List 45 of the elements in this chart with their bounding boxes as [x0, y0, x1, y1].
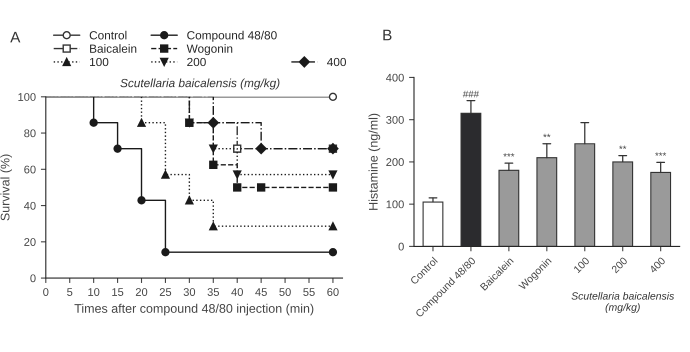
x-tick-label: 10: [88, 288, 100, 296]
y-axis-title: Histamine (ng/ml): [368, 114, 380, 210]
x-tick-label: 0: [43, 288, 48, 296]
x-tick-label: 400: [648, 256, 666, 274]
x-tick-label: 40: [231, 288, 243, 296]
chart-title: A: [10, 32, 20, 42]
legend-label: 400: [327, 58, 346, 66]
text: Scutellaria baicalensis (mg/kg): [571, 292, 674, 313]
y-tick-label: 200: [386, 158, 404, 166]
y-tick-label: 20: [24, 238, 36, 246]
x-tick-label: 25: [160, 288, 172, 296]
x-tick-label: 20: [136, 288, 148, 296]
y-tick-label: 400: [386, 74, 404, 82]
x-tick-label: 60: [327, 288, 339, 296]
annotation: **: [543, 134, 550, 138]
legend-label: 200: [187, 58, 206, 66]
x-tick-label: 55: [303, 288, 315, 296]
y-tick-label: 80: [24, 129, 36, 138]
annotation: ###: [462, 90, 479, 98]
y-tick-label: 60: [24, 166, 36, 174]
x-tick-label: 50: [279, 288, 291, 296]
annotation: ***: [655, 152, 666, 156]
x-tick-label: 100: [573, 256, 590, 274]
text: Scutellaria baicalensis (mg/kg): [120, 78, 280, 90]
legend-label: Wogonin: [186, 44, 232, 56]
legend-label: 100: [90, 58, 108, 66]
y-tick-label: 40: [24, 202, 36, 210]
chart-title: B: [383, 30, 392, 40]
y-tick-label: 0: [398, 242, 404, 251]
y-tick-label: 100: [18, 93, 36, 101]
x-tick-label: 45: [255, 288, 267, 296]
legend-label: Baicalein: [90, 44, 136, 53]
annotation: **: [619, 146, 626, 150]
y-tick-label: 300: [386, 116, 404, 124]
y-axis-title: Survival (%): [0, 154, 12, 221]
x-tick-label: 30: [184, 288, 196, 296]
x-axis-title: Times after compound 48/80 injection (min): [74, 304, 314, 316]
y-tick-label: 100: [386, 200, 404, 208]
legend-label: Control: [90, 30, 126, 40]
x-tick-label: 15: [112, 288, 124, 296]
x-tick-label: 35: [208, 288, 220, 296]
annotation: ***: [503, 153, 514, 157]
x-tick-label: 5: [67, 288, 72, 296]
legend-label: Compound 48/80: [187, 30, 277, 42]
x-tick-label: 200: [611, 256, 628, 274]
